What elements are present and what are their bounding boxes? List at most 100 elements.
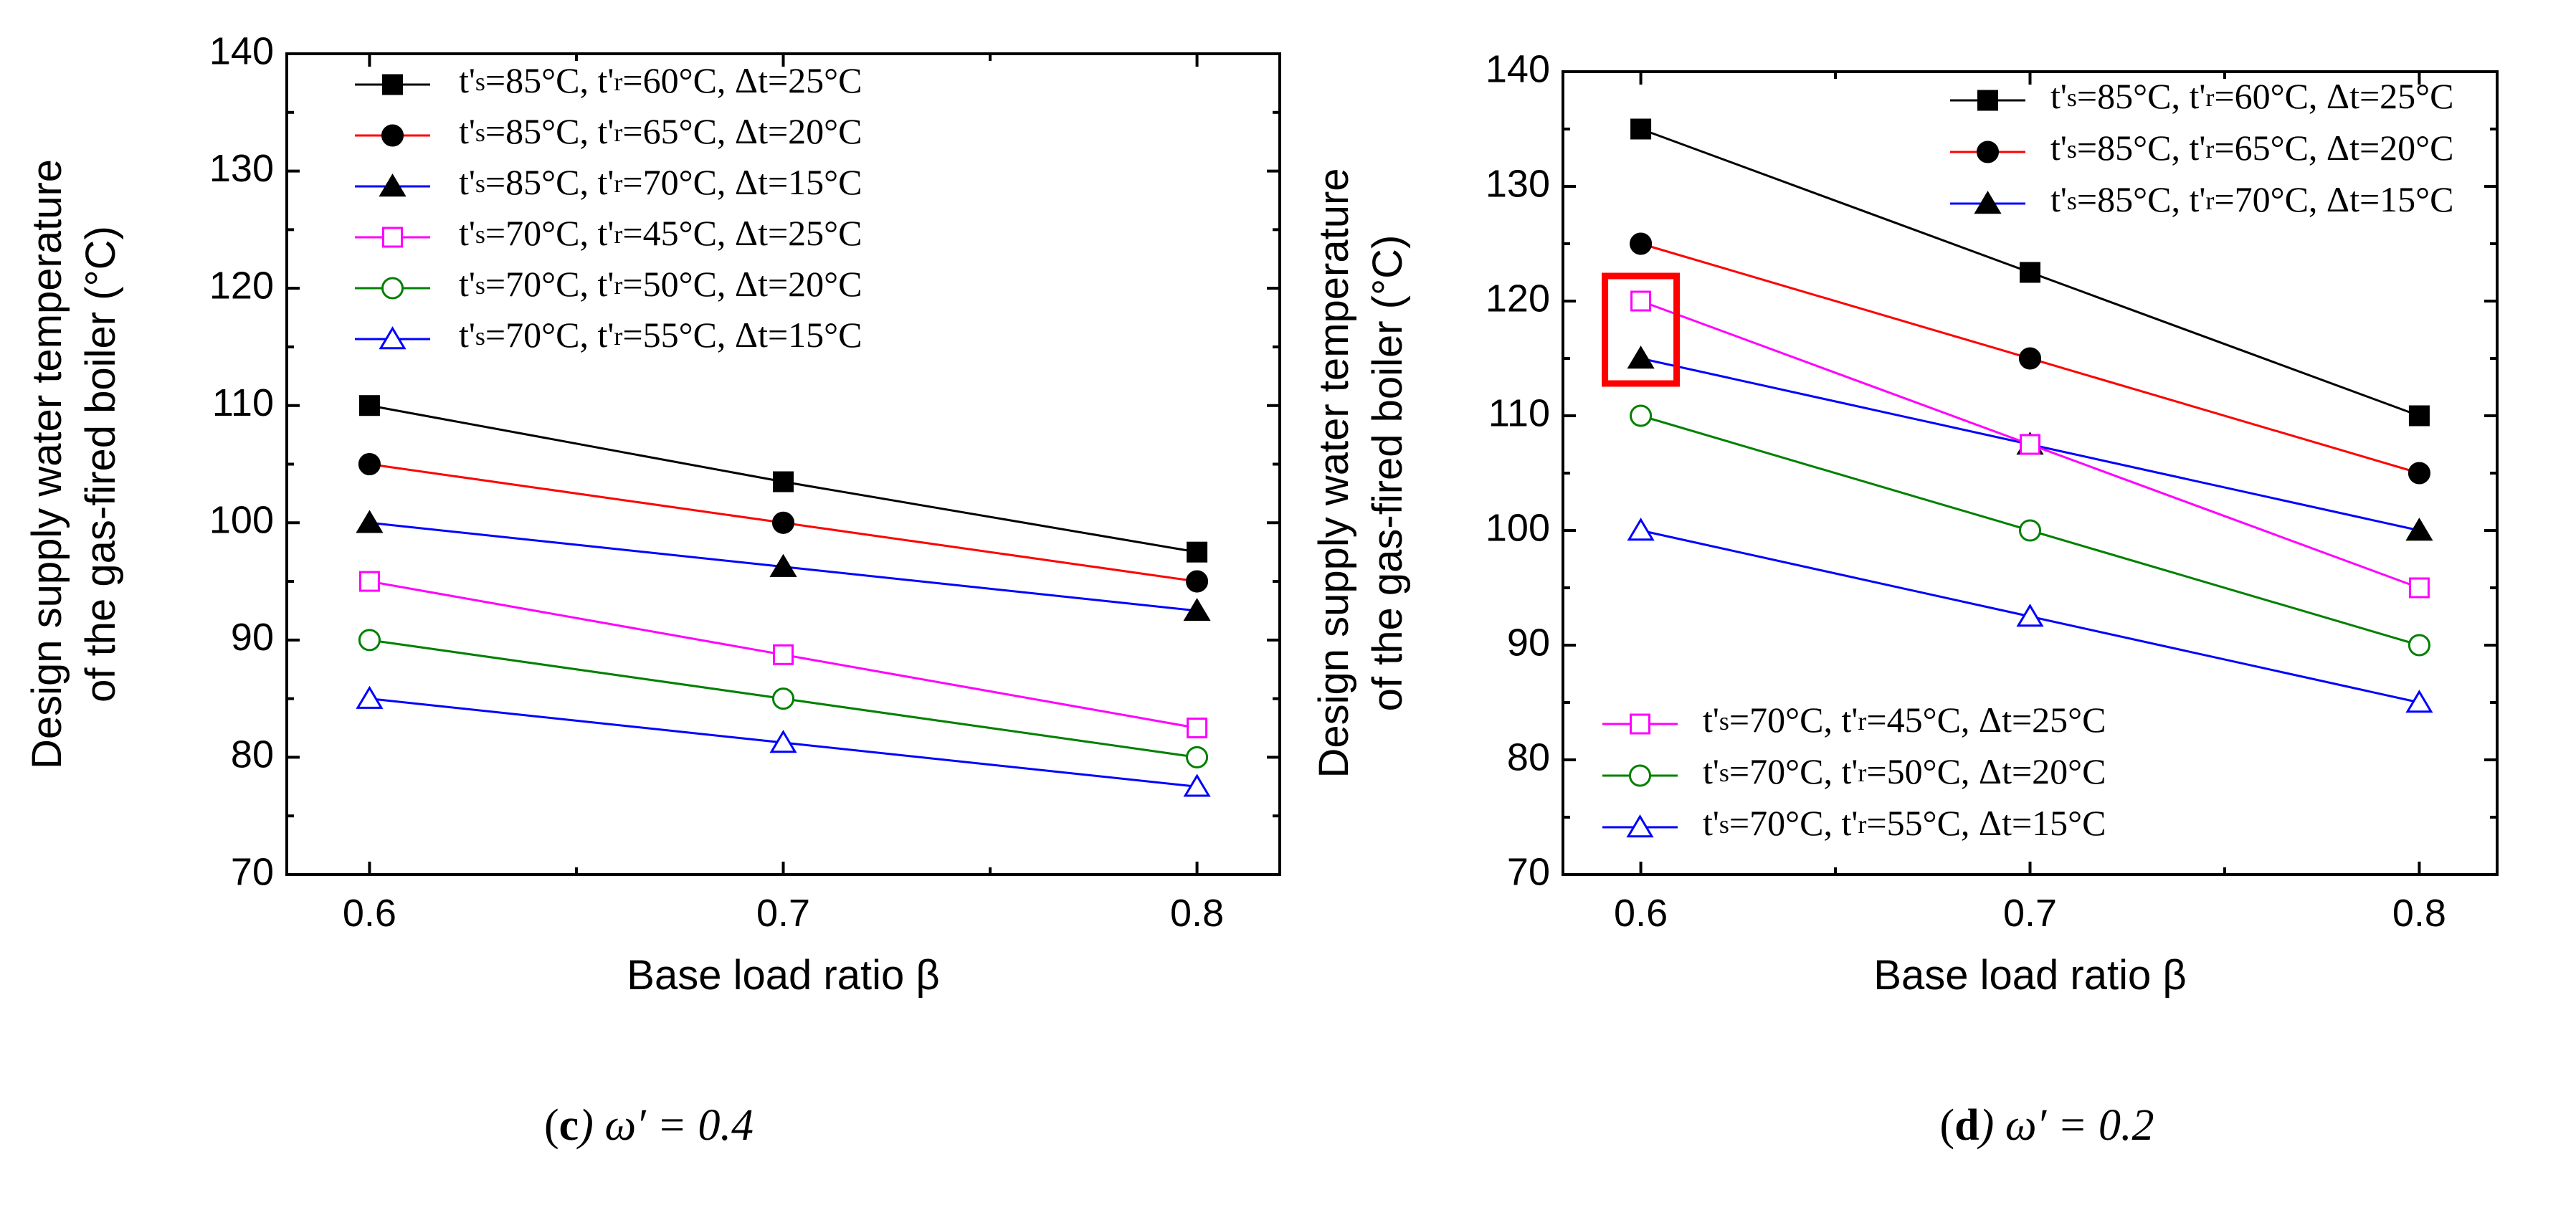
data-point [1630, 404, 1653, 427]
data-point [2405, 690, 2433, 713]
data-point [358, 452, 381, 476]
y-tick-label: 110 [212, 381, 274, 424]
series-5 [356, 685, 1211, 797]
legend-label: t's=85°C, t'r=65°C, Δt=20°C [2050, 128, 2454, 168]
y-tick-label: 140 [1486, 47, 1550, 90]
legend-item: t's=85°C, t'r=65°C, Δt=20°C [1950, 128, 2454, 168]
x-tick-label: 0.8 [2392, 892, 2446, 935]
data-point [2018, 519, 2042, 542]
data-point [2020, 262, 2040, 283]
data-point [1630, 118, 1652, 140]
y-tick-label: 120 [1486, 277, 1550, 320]
y-tick-label: 130 [1486, 162, 1550, 205]
data-point [2408, 634, 2430, 657]
data-point [356, 685, 384, 709]
data-point [773, 644, 794, 665]
x-axis-label: Base load ratio β [627, 952, 939, 999]
legend-marker [1626, 814, 1654, 838]
legend-marker [1974, 191, 2002, 214]
y-tick-label: 100 [209, 499, 274, 542]
data-point [1186, 570, 1209, 593]
legend-item: t's=85°C, t'r=60°C, Δt=25°C [355, 60, 862, 100]
series-2 [356, 510, 1211, 621]
y-tick-label: 120 [209, 264, 274, 307]
y-tick-label: 90 [231, 616, 274, 659]
legend-label: t's=70°C, t'r=55°C, Δt=15°C [459, 315, 862, 355]
data-point [2408, 405, 2430, 427]
legend-item: t's=85°C, t'r=60°C, Δt=25°C [1950, 76, 2454, 116]
data-point [1183, 598, 1211, 621]
legend-marker [379, 326, 407, 350]
data-point [356, 510, 384, 533]
legend-item: t's=70°C, t'r=55°C, Δt=15°C [355, 315, 862, 355]
data-point [1630, 290, 1652, 312]
series-1 [1630, 232, 2430, 485]
y-tick-label: 80 [231, 733, 274, 776]
legend-label: t's=70°C, t'r=55°C, Δt=15°C [1703, 803, 2106, 843]
legend-label: t's=85°C, t'r=60°C, Δt=25°C [459, 60, 862, 100]
data-point [1187, 718, 1208, 739]
series-0 [1630, 118, 2430, 427]
data-point [1183, 773, 1211, 797]
y-axis-label-line2: of the gas-fired boiler (°C) [77, 226, 124, 702]
x-tick-label: 0.7 [756, 892, 810, 935]
data-point [769, 730, 797, 753]
series-4 [358, 629, 1209, 768]
x-tick-label: 0.6 [1614, 892, 1668, 935]
data-point [1187, 541, 1208, 563]
data-point [1186, 746, 1209, 768]
legend-marker [1628, 764, 1652, 787]
legend-item: t's=70°C, t'r=50°C, Δt=20°C [1602, 751, 2106, 791]
legend-item: t's=85°C, t'r=70°C, Δt=15°C [1950, 179, 2454, 219]
legend-label: t's=85°C, t'r=70°C, Δt=15°C [2050, 179, 2454, 219]
legend-label: t's=70°C, t'r=45°C, Δt=25°C [459, 213, 862, 253]
legend-marker [1630, 713, 1650, 735]
legend-marker [382, 227, 403, 248]
legend-0: t's=85°C, t'r=60°C, Δt=25°C t's=85°C, t'r… [355, 60, 862, 355]
data-point [358, 571, 380, 592]
legend-label: t's=85°C, t'r=70°C, Δt=15°C [459, 162, 862, 202]
x-tick-label: 0.8 [1170, 892, 1224, 935]
y-axis-label-line1: Design supply water temperature [1311, 168, 1357, 778]
legend-item: t's=85°C, t'r=65°C, Δt=20°C [355, 111, 862, 151]
legend-0: t's=85°C, t'r=60°C, Δt=25°C t's=85°C, t'r… [1950, 76, 2454, 219]
data-point [1627, 518, 1655, 541]
y-axis-label-line2: of the gas-fired boiler (°C) [1364, 235, 1411, 712]
legend-marker [381, 124, 404, 147]
data-point [771, 687, 795, 710]
chart-panel-c: 70 80 90 100 110 120 130 140 0.6 0.7 0.8 Base load … [24, 29, 1281, 1150]
data-point [1627, 346, 1655, 369]
data-point [769, 553, 797, 577]
series-5 [1627, 518, 2433, 713]
series-3 [1630, 290, 2430, 599]
x-tick-label: 0.6 [343, 892, 396, 935]
series-4 [1630, 404, 2430, 657]
panel-caption: (c) ω′ = 0.4 [544, 1101, 754, 1150]
data-point [2408, 577, 2430, 599]
data-point [1630, 232, 1653, 255]
legend-label: t's=85°C, t'r=60°C, Δt=25°C [2050, 76, 2454, 116]
y-axis-label-line1: Design supply water temperature [24, 159, 70, 769]
legend-marker [1977, 90, 1998, 111]
highlight-box [1602, 272, 1681, 387]
legend-label: t's=70°C, t'r=50°C, Δt=20°C [459, 264, 862, 304]
legend-label: t's=70°C, t'r=45°C, Δt=25°C [1703, 700, 2106, 740]
legend-label: t's=70°C, t'r=50°C, Δt=20°C [1703, 751, 2106, 791]
legend-item: t's=70°C, t'r=50°C, Δt=20°C [355, 264, 862, 304]
data-point [358, 629, 381, 652]
y-tick-label: 70 [231, 850, 274, 893]
series-0 [358, 395, 1208, 563]
y-tick-label: 110 [1488, 391, 1550, 434]
legend-marker [382, 74, 403, 95]
legend-marker [379, 173, 407, 197]
y-tick-label: 70 [1507, 850, 1550, 893]
legend-item: t's=70°C, t'r=55°C, Δt=15°C [1602, 803, 2106, 843]
legend-item: t's=85°C, t'r=70°C, Δt=15°C [355, 162, 862, 202]
y-tick-label: 90 [1507, 621, 1550, 664]
data-point [773, 471, 794, 492]
data-point [771, 511, 795, 534]
legend-marker [381, 277, 404, 300]
x-tick-label: 0.7 [2003, 892, 2057, 935]
data-point [2405, 518, 2433, 541]
